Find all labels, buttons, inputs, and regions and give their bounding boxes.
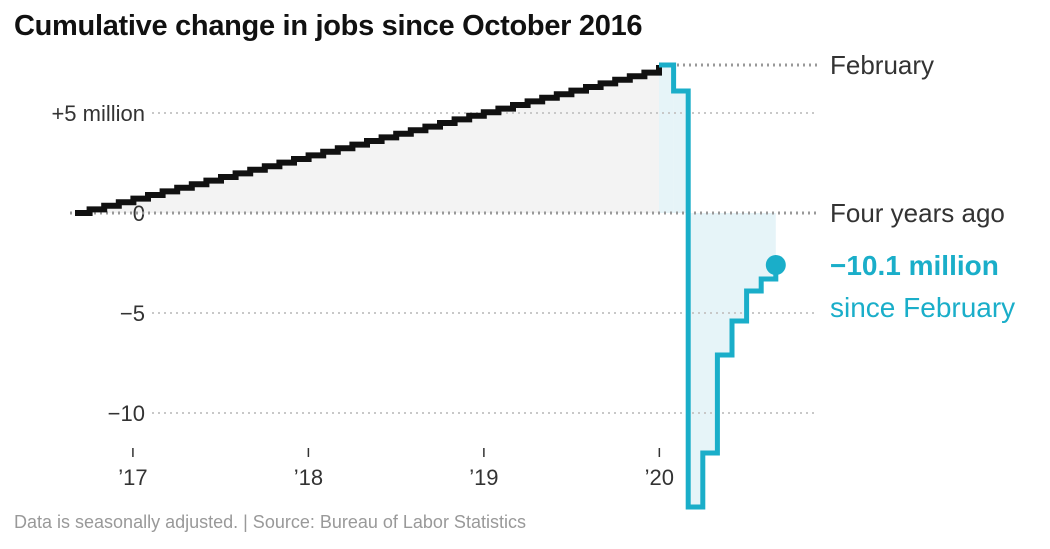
pandemic-line (659, 62, 779, 510)
february-label: February (830, 50, 934, 80)
y-tick-label: +5 million (51, 101, 145, 126)
transition-fill (659, 65, 674, 213)
endpoint-dot (765, 255, 786, 275)
x-axis: ’17 ’18 ’19 ’20 (118, 448, 674, 490)
pre-pandemic-line (75, 65, 662, 216)
y-tick-label: −5 (120, 301, 145, 326)
x-tick-label: ’20 (645, 465, 674, 490)
endpoint-value-label: −10.1 million (830, 250, 999, 281)
y-tick-label: 0 (133, 201, 145, 226)
chart-title: Cumulative change in jobs since October … (14, 10, 643, 42)
x-tick-label: ’18 (294, 465, 323, 490)
four-years-ago-label: Four years ago (830, 198, 1005, 228)
series-lines (75, 62, 786, 510)
x-tick-label: ’19 (469, 465, 498, 490)
endpoint-sub-label: since February (830, 292, 1015, 323)
area-fills (75, 65, 776, 507)
pre-pandemic-fill (75, 65, 659, 213)
source-note: Data is seasonally adjusted. | Source: B… (14, 512, 526, 532)
y-tick-label: −10 (108, 401, 145, 426)
x-tick-label: ’17 (118, 465, 147, 490)
annotations: February Four years ago −10.1 million since… (830, 50, 1015, 323)
pandemic-fill (673, 91, 776, 507)
